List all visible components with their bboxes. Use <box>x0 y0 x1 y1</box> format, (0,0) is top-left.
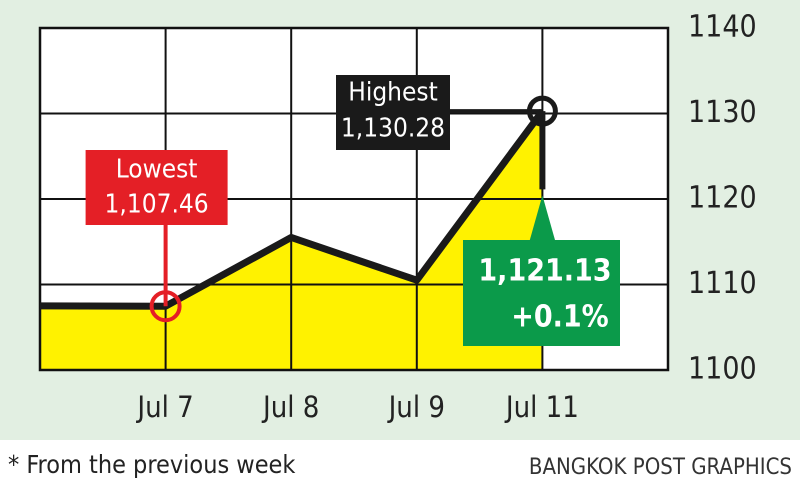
close-box <box>463 240 620 346</box>
price-line <box>39 109 546 310</box>
y-tick-label: 1140 <box>688 10 757 45</box>
close-pointer <box>528 195 557 245</box>
y-tick-label: 1120 <box>688 181 757 216</box>
y-tick-label: 1130 <box>688 95 757 130</box>
x-tick-label: Jul 8 <box>261 390 319 424</box>
highest-value: 1,130.28 <box>341 114 445 144</box>
y-tick-label: 1100 <box>688 352 757 387</box>
highest-box <box>336 75 450 150</box>
close-change: +0.1% <box>511 300 608 335</box>
x-tick-label: Jul 7 <box>135 390 193 424</box>
close-value: 1,121.13 <box>478 254 611 289</box>
highest-marker <box>526 95 558 127</box>
x-tick-label: Jul 9 <box>387 390 445 424</box>
highest-label: Highest <box>348 78 438 108</box>
plot-border <box>38 26 670 372</box>
lowest-marker <box>149 290 182 323</box>
y-tick-label: 1110 <box>688 266 757 301</box>
footnote: * From the previous week <box>8 450 295 479</box>
x-tick-label: Jul 11 <box>504 390 579 424</box>
source: BANGKOK POST GRAPHICS <box>529 455 792 480</box>
footer-background <box>0 440 800 490</box>
lowest-box <box>85 150 228 225</box>
lowest-label: Lowest <box>116 155 198 185</box>
lowest-value: 1,107.46 <box>105 190 209 220</box>
